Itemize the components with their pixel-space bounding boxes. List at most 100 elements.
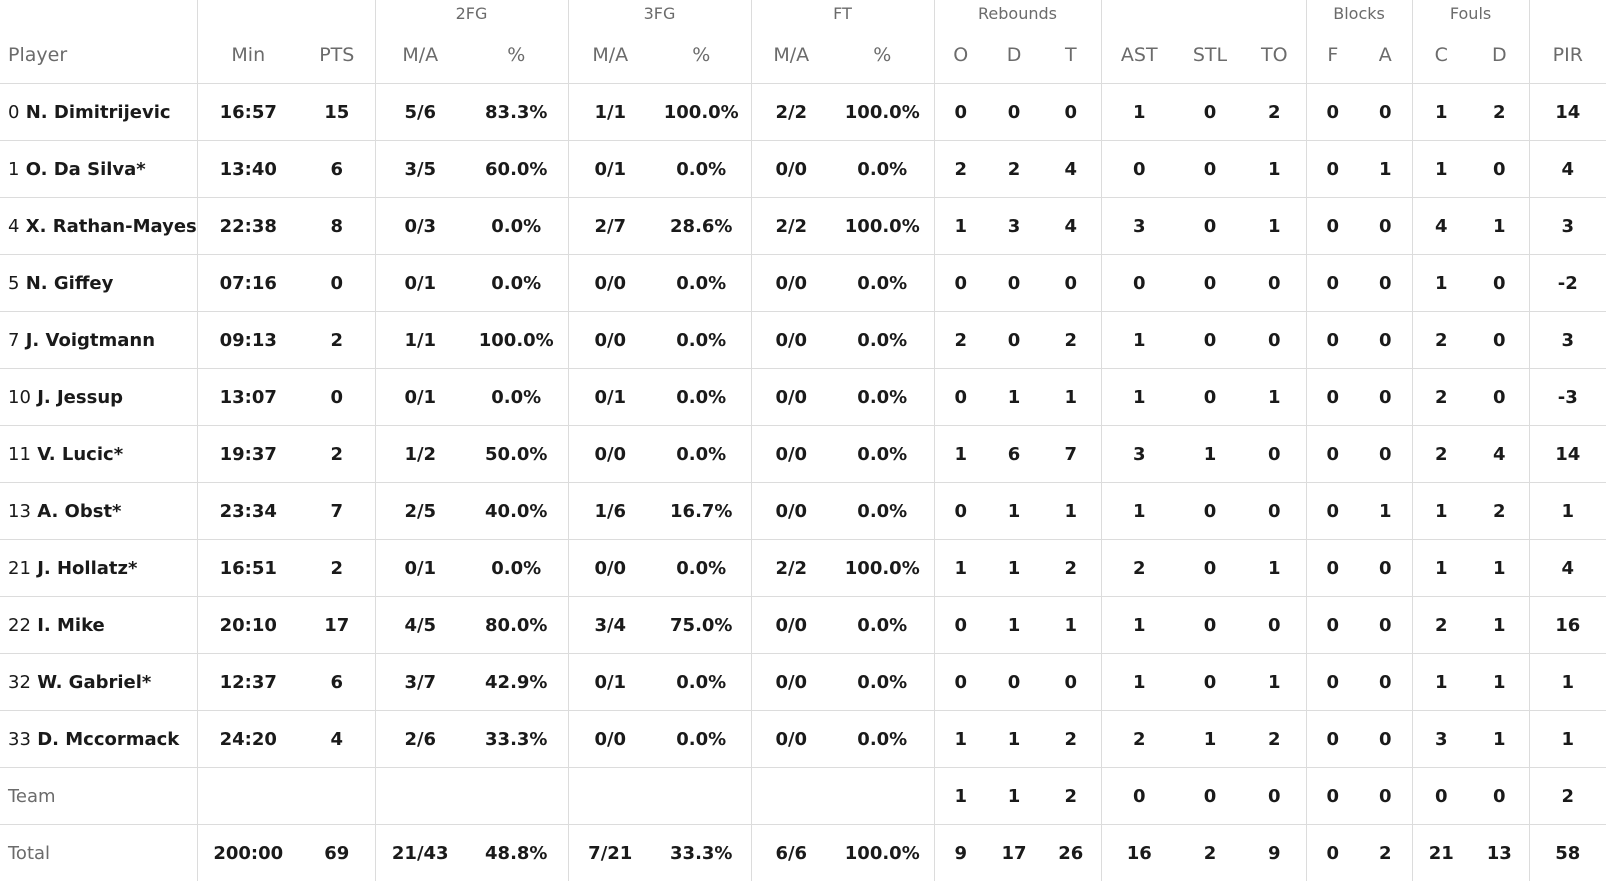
player-number: 13	[8, 501, 31, 522]
stat-foul-c: 3	[1412, 711, 1470, 768]
stat-blk-f: 0	[1306, 255, 1359, 312]
column-header-player[interactable]: Player	[0, 26, 197, 84]
stat-2fg-ma: 0/1	[375, 540, 465, 597]
column-header-ft-pct[interactable]: %	[831, 26, 934, 84]
stat-reb-o: 9	[934, 825, 987, 881]
column-header-foul-d[interactable]: D	[1470, 26, 1529, 84]
group-header-blocks: Blocks	[1306, 0, 1412, 26]
stat-min: 07:16	[197, 255, 299, 312]
stat-ft-ma: 6/6	[751, 825, 831, 881]
column-header-reb-t[interactable]: T	[1041, 26, 1101, 84]
column-header-foul-c[interactable]: C	[1412, 26, 1470, 84]
stat-reb-d: 2	[987, 141, 1041, 198]
stat-pir: -3	[1529, 369, 1606, 426]
player-cell: 32 W. Gabriel*	[0, 654, 197, 711]
stat-3fg-ma: 0/1	[568, 141, 652, 198]
column-header-stl[interactable]: STL	[1177, 26, 1243, 84]
stat-reb-t: 1	[1041, 369, 1101, 426]
column-header-reb-o[interactable]: O	[934, 26, 987, 84]
stat-pir: 4	[1529, 540, 1606, 597]
player-name-link[interactable]: J. Jessup	[37, 387, 123, 408]
stat-blk-a: 0	[1359, 654, 1412, 711]
stat-ft-ma: 0/0	[751, 711, 831, 768]
column-header-3fg-ma[interactable]: M/A	[568, 26, 652, 84]
stat-to: 9	[1243, 825, 1306, 881]
stat-reb-t: 4	[1041, 198, 1101, 255]
column-header-reb-d[interactable]: D	[987, 26, 1041, 84]
stat-2fg-ma: 3/5	[375, 141, 465, 198]
stat-blk-f: 0	[1306, 711, 1359, 768]
stat-pts: 6	[299, 654, 375, 711]
player-name-link[interactable]: J. Voigtmann	[26, 330, 155, 351]
stat-blk-a: 0	[1359, 312, 1412, 369]
stat-ast: 2	[1101, 711, 1177, 768]
stat-2fg-ma: 4/5	[375, 597, 465, 654]
stat-pts: 17	[299, 597, 375, 654]
player-cell: 1 O. Da Silva*	[0, 141, 197, 198]
group-header-empty	[1101, 0, 1306, 26]
stat-min: 13:07	[197, 369, 299, 426]
column-header-2fg-ma[interactable]: M/A	[375, 26, 465, 84]
stat-foul-d: 0	[1470, 768, 1529, 825]
stat-ft-pct: 0.0%	[831, 483, 934, 540]
player-name-link[interactable]: N. Giffey	[26, 273, 114, 294]
stat-ft-pct: 0.0%	[831, 255, 934, 312]
stat-reb-t: 1	[1041, 597, 1101, 654]
column-header-row: Player Min PTS M/A % M/A % M/A % O D T A…	[0, 26, 1606, 84]
stat-reb-d: 3	[987, 198, 1041, 255]
stat-reb-d: 0	[987, 312, 1041, 369]
group-header-rebounds: Rebounds	[934, 0, 1101, 26]
stat-ft-pct: 0.0%	[831, 426, 934, 483]
column-header-blk-f[interactable]: F	[1306, 26, 1359, 84]
column-header-ft-ma[interactable]: M/A	[751, 26, 831, 84]
player-name-link[interactable]: J. Hollatz*	[37, 558, 137, 579]
column-header-to[interactable]: TO	[1243, 26, 1306, 84]
stat-reb-o: 0	[934, 84, 987, 141]
stat-reb-o: 1	[934, 768, 987, 825]
stat-2fg-ma: 2/6	[375, 711, 465, 768]
stat-stl: 0	[1177, 141, 1243, 198]
stat-2fg-ma: 3/7	[375, 654, 465, 711]
stat-stl: 0	[1177, 369, 1243, 426]
stat-foul-d: 1	[1470, 711, 1529, 768]
stat-stl: 0	[1177, 540, 1243, 597]
stat-blk-f: 0	[1306, 768, 1359, 825]
stat-3fg-pct: 33.3%	[652, 825, 751, 881]
column-header-2fg-pct[interactable]: %	[465, 26, 568, 84]
stat-foul-d: 0	[1470, 255, 1529, 312]
player-name-link[interactable]: V. Lucic*	[37, 444, 123, 465]
stat-ast: 0	[1101, 768, 1177, 825]
player-name-link[interactable]: I. Mike	[37, 615, 105, 636]
stat-ft-pct: 0.0%	[831, 597, 934, 654]
player-name-link[interactable]: N. Dimitrijevic	[26, 102, 171, 123]
player-number: 22	[8, 615, 31, 636]
stat-pir: 14	[1529, 426, 1606, 483]
column-header-ast[interactable]: AST	[1101, 26, 1177, 84]
stat-reb-o: 0	[934, 654, 987, 711]
player-name-link[interactable]: D. Mccormack	[37, 729, 179, 750]
group-header-empty	[197, 0, 375, 26]
player-cell: 22 I. Mike	[0, 597, 197, 654]
player-name-link[interactable]: X. Rathan-Mayes	[26, 216, 197, 237]
player-name-link[interactable]: W. Gabriel*	[37, 672, 151, 693]
player-name-link[interactable]: A. Obst*	[37, 501, 121, 522]
player-name-link[interactable]: O. Da Silva*	[26, 159, 146, 180]
column-header-pts[interactable]: PTS	[299, 26, 375, 84]
column-header-min[interactable]: Min	[197, 26, 299, 84]
stat-3fg-pct: 100.0%	[652, 84, 751, 141]
column-header-3fg-pct[interactable]: %	[652, 26, 751, 84]
player-number: 33	[8, 729, 31, 750]
stat-3fg-pct: 0.0%	[652, 711, 751, 768]
stat-pts: 0	[299, 255, 375, 312]
column-header-pir[interactable]: PIR	[1529, 26, 1606, 84]
stat-ft-pct: 0.0%	[831, 312, 934, 369]
player-number: 5	[8, 273, 19, 294]
stat-reb-d: 0	[987, 255, 1041, 312]
player-number: 10	[8, 387, 31, 408]
column-header-blk-a[interactable]: A	[1359, 26, 1412, 84]
